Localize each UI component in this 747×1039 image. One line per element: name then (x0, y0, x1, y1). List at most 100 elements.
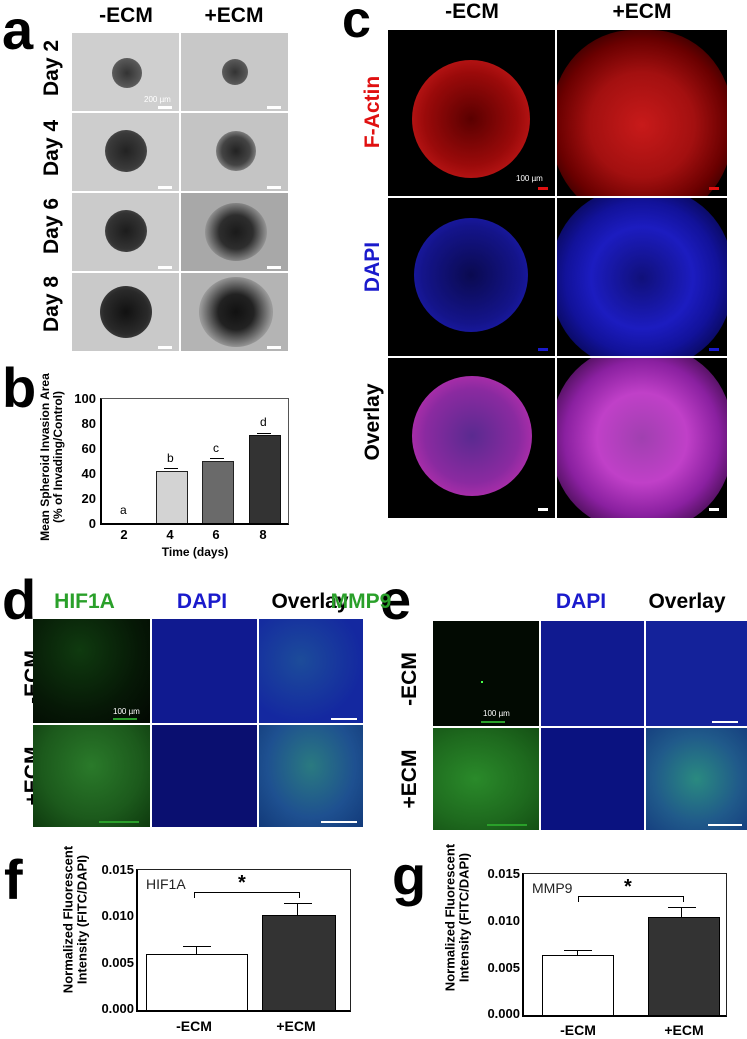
chart-f-ytick: 0.000 (101, 1001, 134, 1016)
brightfield-image-plus-ecm-day2 (181, 33, 288, 111)
overlay-image-plus-ecm-e (646, 728, 747, 830)
chart-g-ytick: 0.000 (487, 1006, 520, 1021)
brightfield-image-minus-ecm-day2: 200 µm (72, 33, 179, 111)
scale-bar (267, 346, 281, 349)
brightfield-image-plus-ecm-day6 (181, 193, 288, 271)
overlay-image-plus-ecm-d (259, 725, 363, 827)
scale-bar (538, 348, 548, 351)
chart-g-significance-bracket (578, 896, 684, 902)
panel-d-col-header-overlay: Overlay (271, 590, 349, 613)
hif1a-image-minus-ecm: 100 µm (33, 619, 150, 723)
panel-a-row-label-day2: Day 2 (40, 39, 63, 97)
panel-e-col-header-overlay: Overlay (648, 590, 726, 613)
scale-bar (267, 266, 281, 269)
scale-bar (487, 824, 527, 826)
overlay-image-minus-ecm-d (259, 619, 363, 723)
chart-f-errorbar-minus-ecm (183, 946, 211, 955)
chart-f-ylabel-line2: Intensity (FITC/DAPI) (74, 854, 90, 985)
chart-g-errorbar-minus-ecm (564, 950, 592, 956)
chart-b-errorbar-day8 (257, 433, 271, 436)
chart-b-xtick: 4 (166, 527, 174, 542)
scale-bar (321, 821, 357, 823)
scale-bar (709, 187, 719, 190)
chart-f-ytick: 0.015 (101, 862, 134, 877)
panel-label-f: f (4, 848, 23, 911)
scale-bar-label: 100 µm (516, 174, 543, 183)
hif1a-image-plus-ecm (33, 725, 150, 827)
dapi-image-minus-ecm-d (152, 619, 257, 723)
overlay-image-minus-ecm (388, 358, 555, 518)
chart-b-bar-day4 (156, 471, 188, 523)
chart-b-errorbar-day6 (210, 458, 224, 462)
scale-bar (538, 187, 548, 190)
panel-e-row-label-minus-ecm: -ECM (398, 652, 421, 706)
chart-f-ylabel-line1: Normalized Fluorescent (60, 845, 76, 994)
brightfield-image-plus-ecm-day4 (181, 113, 288, 191)
scale-bar (481, 721, 505, 723)
chart-b-annotation-a: a (120, 503, 127, 517)
scale-bar-label: 100 µm (113, 707, 140, 716)
panel-label-c: c (342, 0, 371, 49)
overlay-image-minus-ecm-e (646, 621, 747, 726)
panel-a-row-label-day6: Day 6 (40, 197, 63, 255)
chart-b-ytick: 60 (81, 441, 96, 456)
chart-g-errorbar-plus-ecm (668, 907, 696, 918)
panel-e-col-header-dapi: DAPI (555, 590, 607, 613)
chart-g-ylabel-line1: Normalized Fluorescent (442, 843, 458, 992)
chart-g-plot-area: MMP9 * (522, 873, 727, 1017)
panel-d-col-header-hif1a: HIF1A (54, 590, 115, 613)
scale-bar (158, 266, 172, 269)
panel-e-row-label-plus-ecm: +ECM (398, 749, 421, 809)
panel-label-e: e (380, 568, 412, 631)
overlay-image-plus-ecm (557, 358, 727, 518)
scale-bar (267, 106, 281, 109)
panel-a-col-header-plus-ecm: +ECM (204, 4, 264, 27)
chart-b-errorbar-day4 (164, 468, 178, 472)
panel-c-row-label-f-actin: F-Actin (361, 75, 384, 149)
chart-g-ylabel-line2: Intensity (FITC/DAPI) (456, 852, 472, 983)
panel-c-col-header-plus-ecm: +ECM (612, 0, 672, 23)
chart-b-annotation-d: d (260, 415, 267, 429)
chart-b-annotation-c: c (213, 441, 219, 455)
chart-b-ylabel-line1: Mean Spheroid Invasion Area (38, 373, 52, 541)
chart-f-significance-bracket (194, 892, 300, 898)
chart-g-bar-minus-ecm (542, 955, 614, 1015)
panel-label-b: b (2, 356, 37, 419)
panel-label-d: d (2, 568, 37, 631)
chart-f-bar-plus-ecm (262, 915, 336, 1010)
scale-bar (158, 346, 172, 349)
scale-bar (99, 821, 139, 823)
chart-g-xtick: +ECM (664, 1022, 704, 1038)
scale-bar (158, 186, 172, 189)
panel-c-row-label-dapi: DAPI (361, 241, 384, 293)
chart-g-title: MMP9 (532, 880, 573, 896)
scale-bar-label: 200 µm (144, 95, 171, 104)
panel-d-col-header-dapi: DAPI (176, 590, 228, 613)
chart-f-ytick: 0.005 (101, 955, 134, 970)
dapi-image-minus-ecm-e (541, 621, 644, 726)
chart-f-xtick: +ECM (276, 1018, 316, 1034)
chart-b-xtick: 6 (212, 527, 220, 542)
chart-b-ytick: 40 (81, 466, 96, 481)
chart-b-xtick: 8 (259, 527, 267, 542)
chart-b-ytick: 80 (81, 416, 96, 431)
scale-bar (709, 508, 719, 511)
chart-g-ytick: 0.015 (487, 866, 520, 881)
chart-f-errorbar-plus-ecm (284, 903, 312, 916)
chart-g-xtick: -ECM (560, 1022, 596, 1038)
dapi-image-minus-ecm (388, 198, 555, 356)
chart-g-significance-star: * (624, 876, 632, 898)
f-actin-image-plus-ecm (557, 30, 727, 196)
scale-bar (712, 721, 738, 723)
scale-bar (538, 508, 548, 511)
chart-g-ytick: 0.010 (487, 913, 520, 928)
chart-b-ytick: 20 (81, 491, 96, 506)
dapi-image-plus-ecm-d (152, 725, 257, 827)
chart-g-bar-plus-ecm (648, 917, 720, 1015)
dapi-image-plus-ecm (557, 198, 727, 356)
chart-b-bar-day6 (202, 461, 234, 523)
chart-f-bar-minus-ecm (146, 954, 248, 1010)
panel-a-col-header-minus-ecm: -ECM (99, 4, 153, 27)
chart-b-xtick: 2 (120, 527, 128, 542)
panel-label-a: a (2, 0, 34, 61)
